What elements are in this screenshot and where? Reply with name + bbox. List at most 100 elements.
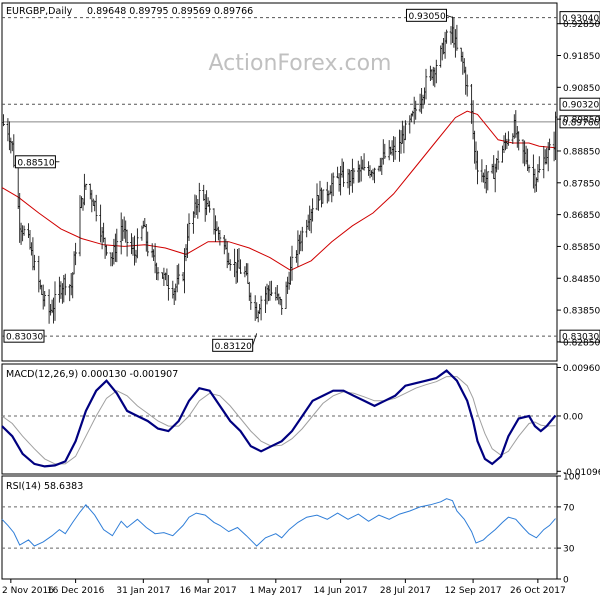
macd-title: MACD(12,26,9) 0.000130 -0.001907 [6,369,178,380]
ohlc-bar [331,172,335,197]
ohlc-bar [74,242,77,266]
ohlc-bar [517,131,520,151]
rsi-y-tick-label: 30 [563,545,575,555]
ohlc-bar [311,198,314,222]
ohlc-bar [270,280,273,296]
rsi-panel: 100 70 30 0 RSI(14) 58.6383 [1,473,580,586]
ohlc-bar [12,134,16,168]
x-tick-label: 2 Nov 2016 [2,586,54,596]
annotation-box [212,338,254,352]
annotation-label: 0.83030 [6,333,43,343]
x-tick-label: 16 Mar 2017 [180,586,237,596]
ohlc-bar [218,230,222,246]
ohlc-bar [167,275,170,301]
ohlc-bar [290,245,294,281]
moving-average-line [1,110,556,271]
macd-line [1,369,557,468]
rsi-lines [1,498,557,549]
watermark: ActionForex.com [209,51,392,76]
price-y-tick-label: 0.91850 [563,52,600,62]
current-price-label: 0.89766 [562,118,599,128]
price-y-tick-label: 0.88850 [563,147,600,157]
rsi-title: RSI(14) 58.6383 [6,481,83,492]
ohlc-bar [465,74,469,97]
annotation-box [405,8,447,22]
ohlc-bar [33,254,36,271]
ohlc-bar [2,114,5,127]
ohlc-bar [125,229,129,257]
x-tick-label: 12 Sep 2017 [445,586,502,596]
ohlc-bar [476,150,479,185]
ohlc-bar [404,120,407,141]
ohlc-bar [187,213,191,241]
level-line-tag [559,329,600,343]
annotation-box [3,329,45,343]
price-y-tick-label: 0.85850 [563,243,600,253]
ohlc-bar [424,68,428,100]
macd-y-tick-label: 0.009608 [563,364,600,374]
ohlc-bar [156,267,160,281]
ohlc-bar [94,194,98,222]
ohlc-bar [239,259,242,274]
ohlc-bar [64,273,67,296]
price-y-tick-label: 0.86850 [563,211,600,221]
level-lines: 0.93040 0.90320 0.83030 0.89766 [2,11,600,343]
moving-average [1,110,556,271]
ohlc-bar [554,111,557,160]
ohlc-bar [507,131,510,146]
annotation-leader [252,333,258,346]
ohlc-bar [486,171,490,191]
price-bars [2,16,557,324]
price-y-tick-label: 0.82850 [563,338,600,348]
ohlc-bar [445,29,448,44]
annotation-label: 0.83120 [215,342,252,352]
ohlc-bar [198,182,201,213]
rsi-y-axis: 100 70 30 0 [557,473,580,586]
x-tick-label: 14 Jun 2017 [314,586,368,596]
x-tick-label: 28 Jul 2017 [380,586,431,596]
ohlc-bar [84,183,88,190]
ohlc-bar [280,299,283,315]
annotation-leader [446,14,453,18]
ohlc-bar [435,59,438,84]
annotation-label: 0.88510 [17,158,54,168]
price-y-tick-label: 0.92850 [563,20,600,30]
ohlc-bar [393,136,397,160]
ohlc-bar [548,138,551,151]
ohlc-bar [455,24,459,51]
macd-panel: 0.009608 0.00 -0.010961 MACD(12,26,9) 0.00… [1,363,600,478]
annotation-box [14,155,56,169]
ohlc-bar [146,231,149,257]
macd-y-tick-label: 0.00 [563,412,583,422]
ohlc-bar [228,259,232,271]
x-tick-label: 16 Dec 2016 [47,586,105,596]
level-line-label: 0.83030 [562,333,599,343]
ohlc-bar [352,168,356,184]
ohlc-bar [373,167,376,184]
macd-y-axis: 0.009608 0.00 -0.010961 [557,364,600,478]
ohlc-bar [249,292,253,310]
price-y-axis: 0.92850 0.91850 0.90850 0.89850 0.88850 0.878… [557,20,600,348]
ohlc-bar [22,225,26,236]
current-price-tag [559,115,600,129]
price-y-tick-label: 0.89850 [563,116,600,126]
ohlc-bar [43,291,46,307]
price-y-tick-label: 0.87850 [563,179,600,189]
level-line-tag [559,97,600,111]
ohlc-bar [177,263,180,285]
ohlc-bar [496,150,500,170]
price-y-tick-label: 0.90850 [563,84,600,94]
rsi-panel-frame [1,475,558,580]
level-line-label: 0.93040 [562,14,599,24]
macd-panel-frame [1,363,558,475]
rsi-y-tick-label: 70 [563,503,575,513]
ohlc-bar [115,228,119,263]
ohlc-bar [321,189,325,204]
ohlc-header: 0.89648 0.89795 0.89569 0.89766 [87,6,253,17]
price-title: EURGBP,Daily [6,6,73,17]
ohlc-bar [105,245,108,256]
x-tick-label: 1 May 2017 [249,586,302,596]
